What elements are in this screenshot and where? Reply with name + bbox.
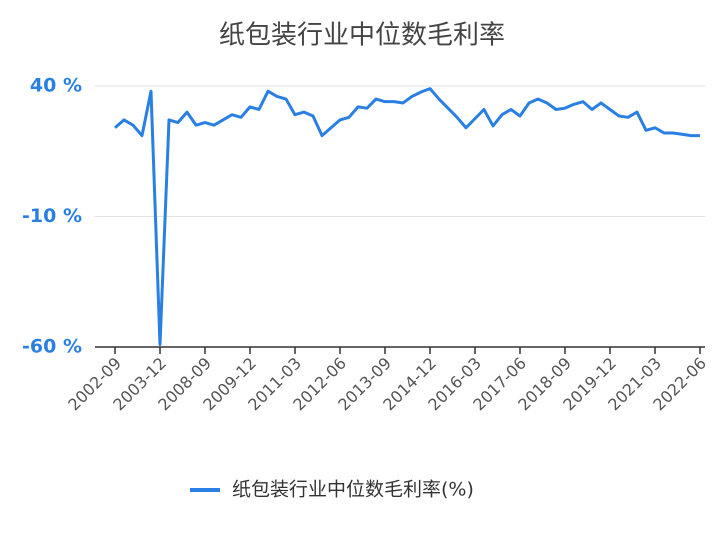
y-tick-label: -10 % <box>22 205 82 227</box>
data-line <box>114 87 700 346</box>
y-tick-label: -60 % <box>22 336 82 358</box>
y-tick-label: 40 % <box>30 75 82 97</box>
legend-label: 纸包装行业中位数毛利率(%) <box>232 479 474 501</box>
chart-title: 纸包装行业中位数毛利率 <box>219 21 505 51</box>
